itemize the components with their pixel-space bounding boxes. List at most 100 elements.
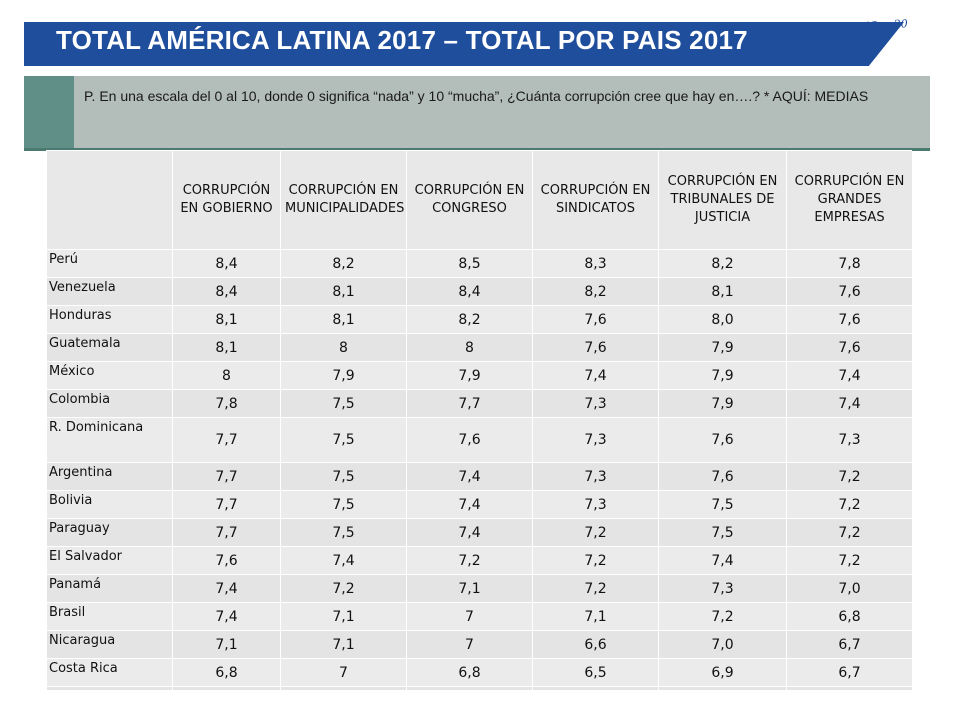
value-cell: 7,4 <box>406 490 533 519</box>
country-name: El Salvador <box>46 546 173 575</box>
country-name: Perú <box>46 249 173 278</box>
value-cell: 8,2 <box>658 249 787 278</box>
value-cell: 7,3 <box>532 490 659 519</box>
value-cell: 7,4 <box>172 574 281 603</box>
value-cell: 7,1 <box>406 574 533 603</box>
value-cell: 6,7 <box>786 686 912 690</box>
value-cell: 7,2 <box>532 518 659 547</box>
title-bar <box>24 22 904 66</box>
value-cell: 7,5 <box>280 417 407 463</box>
value-cell: 8,2 <box>406 305 533 334</box>
table-row: Argentina 7,7 7,5 7,4 7,3 7,6 7,2 <box>46 462 912 491</box>
value-cell: 7,4 <box>786 389 912 418</box>
value-cell: 7,3 <box>532 389 659 418</box>
value-cell: 7,2 <box>658 602 787 631</box>
value-cell: 7,7 <box>406 389 533 418</box>
table-body: Perú 8,4 8,2 8,5 8,3 8,2 7,8 Venezuela 8,4 8,1 8,4… <box>46 249 912 690</box>
value-cell: 7,2 <box>786 490 912 519</box>
country-name: R. Dominicana <box>46 417 173 463</box>
value-cell: 6,9 <box>658 658 787 687</box>
value-cell: 8 <box>406 333 533 362</box>
value-cell: 7,6 <box>786 277 912 306</box>
value-cell: 7,3 <box>786 417 912 463</box>
value-cell: 6,8 <box>280 686 407 690</box>
value-cell: 6,9 <box>658 686 787 690</box>
results-table: CORRUPCIÓN EN GOBIERNO CORRUPCIÓN EN MUNI… <box>46 150 912 690</box>
table-row: Guatemala 8,1 8 8 7,6 7,9 7,6 <box>46 333 912 362</box>
value-cell: 7,4 <box>280 546 407 575</box>
value-cell: 8,5 <box>406 249 533 278</box>
country-name: Paraguay <box>46 518 173 547</box>
table-row: Brasil 7,4 7,1 7 7,1 7,2 6,8 <box>46 602 912 631</box>
country-name: Brasil <box>46 602 173 631</box>
table-header-row: CORRUPCIÓN EN GOBIERNO CORRUPCIÓN EN MUNI… <box>46 150 912 250</box>
value-cell: 7,5 <box>280 518 407 547</box>
column-header: CORRUPCIÓN EN MUNICIPALIDADES <box>280 150 407 250</box>
value-cell: 7,4 <box>532 361 659 390</box>
value-cell: 7 <box>406 602 533 631</box>
value-cell: 6,6 <box>532 630 659 659</box>
value-cell: 7,6 <box>532 305 659 334</box>
value-cell: 7,7 <box>172 490 281 519</box>
country-name: Costa Rica <box>46 658 173 687</box>
value-cell: 7,6 <box>172 546 281 575</box>
value-cell: 8,4 <box>172 249 281 278</box>
country-name: Honduras <box>46 305 173 334</box>
value-cell: 7,3 <box>658 574 787 603</box>
value-cell: 6,8 <box>786 602 912 631</box>
value-cell: 7,0 <box>786 574 912 603</box>
country-name: Argentina <box>46 462 173 491</box>
value-cell: 6,8 <box>406 658 533 687</box>
question-band <box>24 76 930 148</box>
table-row: El Salvador 7,6 7,4 7,2 7,2 7,4 7,2 <box>46 546 912 575</box>
value-cell: 7,7 <box>172 518 281 547</box>
value-cell: 7,6 <box>786 333 912 362</box>
value-cell: 7,2 <box>532 546 659 575</box>
value-cell: 8,2 <box>280 249 407 278</box>
value-cell: 7,9 <box>658 389 787 418</box>
table-row: Colombia 7,8 7,5 7,7 7,3 7,9 7,4 <box>46 389 912 418</box>
column-header: CORRUPCIÓN EN TRIBUNALES DE JUSTICIA <box>658 150 787 250</box>
table-row: R. Dominicana 7,7 7,5 7,6 7,3 7,6 7,3 <box>46 417 912 463</box>
column-header: CORRUPCIÓN EN CONGRESO <box>406 150 533 250</box>
value-cell: 7,6 <box>406 417 533 463</box>
value-cell: 7,6 <box>786 305 912 334</box>
value-cell: 7,8 <box>172 389 281 418</box>
table-row: Venezuela 8,4 8,1 8,4 8,2 8,1 7,6 <box>46 277 912 306</box>
value-cell: 6,5 <box>532 658 659 687</box>
value-cell: 7,2 <box>786 546 912 575</box>
value-cell: 6,7 <box>172 686 281 690</box>
value-cell: 7,1 <box>280 602 407 631</box>
page-title: TOTAL AMÉRICA LATINA 2017 – TOTAL POR PA… <box>56 25 748 55</box>
column-header: CORRUPCIÓN EN SINDICATOS <box>532 150 659 250</box>
country-name: México <box>46 361 173 390</box>
value-cell: 7,2 <box>406 546 533 575</box>
country-name: Nicaragua <box>46 630 173 659</box>
question-text: P. En una escala del 0 al 10, donde 0 si… <box>84 88 869 104</box>
value-cell: 7,3 <box>532 417 659 463</box>
table-row: Honduras 8,1 8,1 8,2 7,6 8,0 7,6 <box>46 305 912 334</box>
value-cell: 7,9 <box>280 361 407 390</box>
country-name: Guatemala <box>46 333 173 362</box>
value-cell: 7,3 <box>532 462 659 491</box>
value-cell: 8,1 <box>172 305 281 334</box>
value-cell: 7,9 <box>658 333 787 362</box>
country-name: Venezuela <box>46 277 173 306</box>
value-cell: 6,8 <box>406 686 533 690</box>
value-cell: 7,8 <box>786 249 912 278</box>
value-cell: 7,7 <box>172 417 281 463</box>
country-name: Ecuador <box>46 686 173 690</box>
header-cell-country <box>46 150 173 250</box>
table-row: Perú 8,4 8,2 8,5 8,3 8,2 7,8 <box>46 249 912 278</box>
value-cell: 8 <box>172 361 281 390</box>
value-cell: 7,6 <box>658 417 787 463</box>
logo-mark: 1995 ~ 20 <box>849 17 909 35</box>
column-header: CORRUPCIÓN EN GRANDES EMPRESAS <box>786 150 912 250</box>
value-cell: 7,1 <box>532 602 659 631</box>
value-cell: 7 <box>406 630 533 659</box>
value-cell: 8,0 <box>658 305 787 334</box>
value-cell: 8,4 <box>172 277 281 306</box>
value-cell: 8,1 <box>280 277 407 306</box>
results-table-container: CORRUPCIÓN EN GOBIERNO CORRUPCIÓN EN MUNI… <box>46 150 912 690</box>
table-row: Panamá 7,4 7,2 7,1 7,2 7,3 7,0 <box>46 574 912 603</box>
